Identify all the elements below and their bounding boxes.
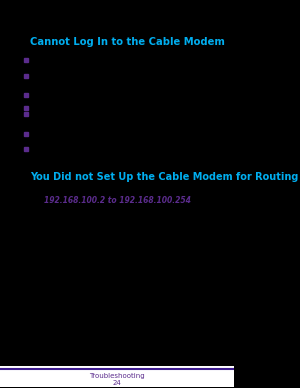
Text: 24: 24	[112, 380, 121, 386]
FancyBboxPatch shape	[0, 366, 234, 387]
Text: Cannot Log In to the Cable Modem: Cannot Log In to the Cable Modem	[30, 37, 225, 47]
Text: Troubleshooting: Troubleshooting	[89, 372, 145, 379]
Text: You Did not Set Up the Cable Modem for Routing: You Did not Set Up the Cable Modem for R…	[30, 172, 299, 182]
Text: 192.168.100.2 to 192.168.100.254: 192.168.100.2 to 192.168.100.254	[44, 196, 190, 204]
